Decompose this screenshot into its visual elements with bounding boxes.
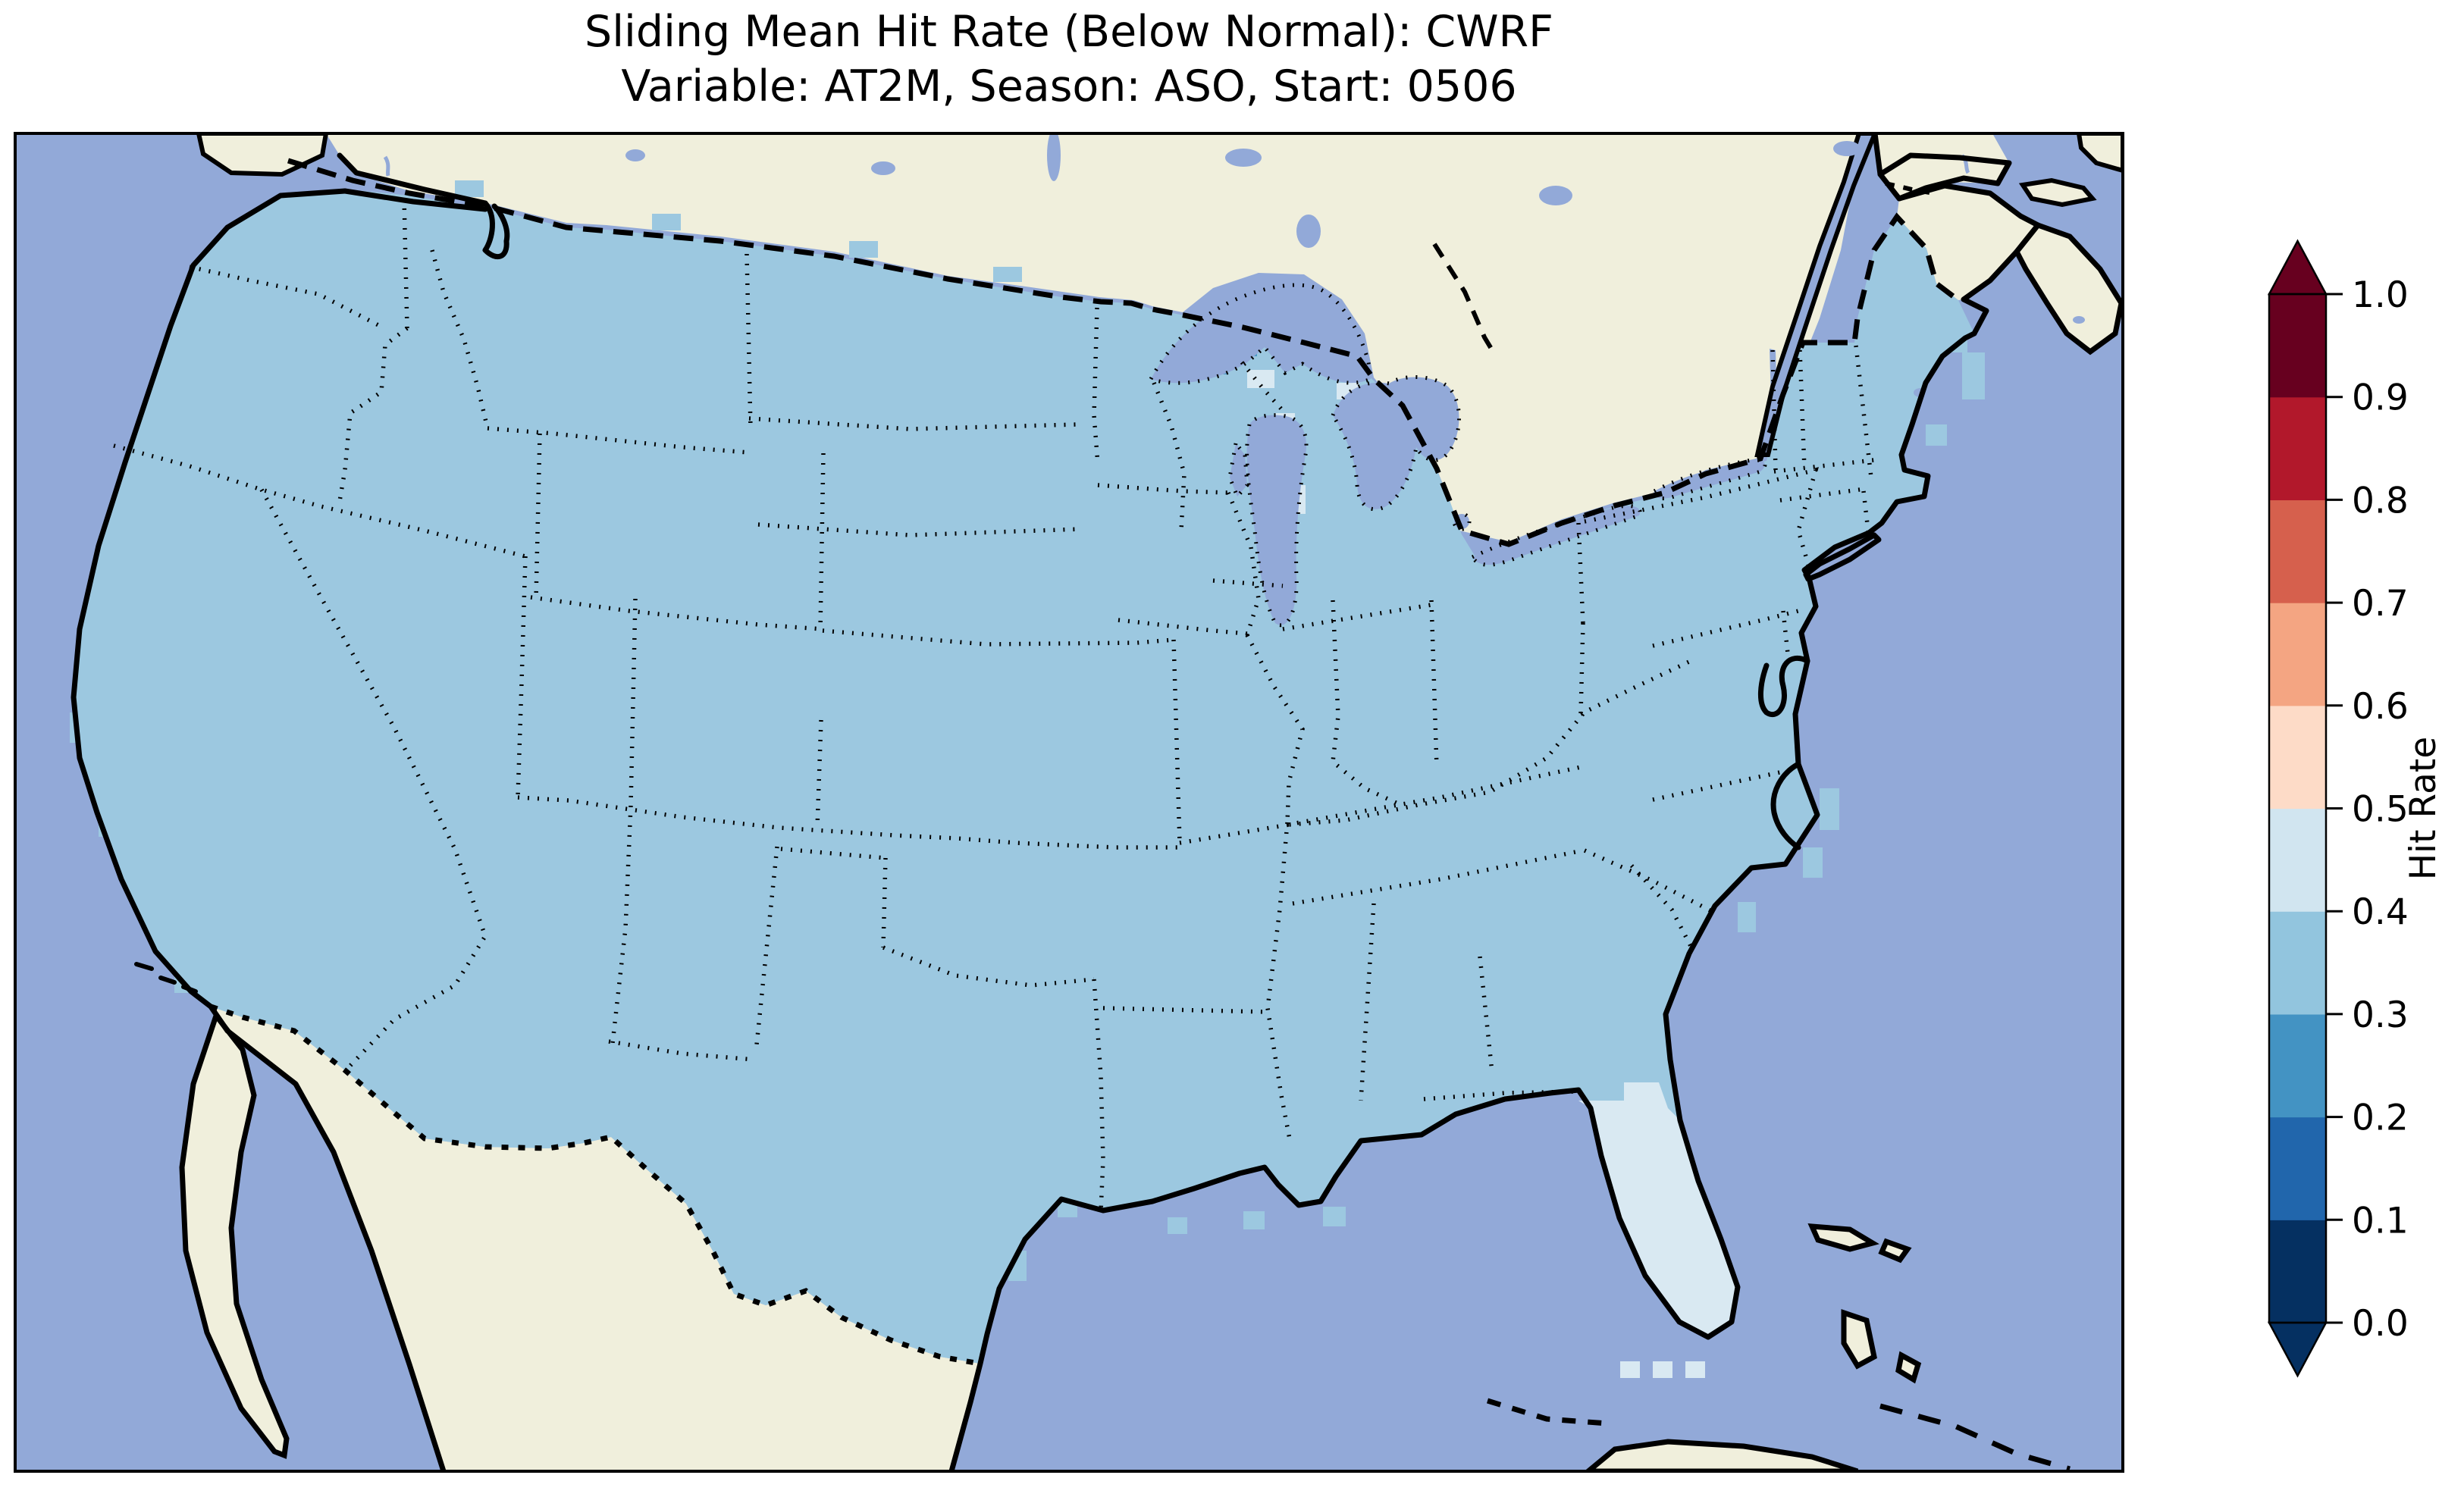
gaspe-coast bbox=[1877, 152, 2012, 202]
lake-ontario bbox=[1651, 458, 1767, 501]
st-lawrence-river bbox=[1754, 133, 1878, 457]
colorbar-tick-label: 0.6 bbox=[2352, 686, 2409, 728]
strait-north-shore bbox=[337, 152, 488, 206]
colorbar-segment bbox=[2269, 911, 2326, 1015]
nova-scotia bbox=[2013, 221, 2123, 355]
newfoundland-fragment bbox=[2076, 133, 2123, 174]
colorbar-tick-label: 0.0 bbox=[2352, 1303, 2409, 1345]
colorbar-segment bbox=[2269, 396, 2326, 500]
colorbar-segment bbox=[2269, 603, 2326, 706]
country-borders bbox=[209, 158, 1961, 1367]
islands-caribbean bbox=[1486, 1223, 2071, 1471]
long-island bbox=[1803, 532, 1882, 582]
us-data-fill bbox=[74, 189, 1974, 1364]
colorbar-tick-label: 0.9 bbox=[2352, 377, 2409, 419]
colorbar-tick-label: 0.5 bbox=[2352, 789, 2409, 831]
strait-south-shore bbox=[342, 188, 488, 212]
lake-erie bbox=[1469, 503, 1642, 567]
us-canada-border bbox=[287, 158, 1961, 547]
colorbar-segment bbox=[2269, 500, 2326, 603]
pacific-coast bbox=[71, 188, 447, 1471]
chesapeake-bay bbox=[1757, 655, 1810, 717]
colorbar-tick-label: 1.0 bbox=[2352, 274, 2409, 316]
colorbar-tick-label: 0.2 bbox=[2352, 1098, 2409, 1139]
colorbar-segment bbox=[2269, 808, 2326, 912]
colorbar-tick-label: 0.7 bbox=[2352, 583, 2409, 625]
colorbar-tick-label: 0.4 bbox=[2352, 891, 2409, 933]
canada-province-border bbox=[1432, 243, 1496, 354]
bahamas-andros bbox=[1841, 1309, 1877, 1370]
mexico-land bbox=[179, 1007, 980, 1471]
map-frame bbox=[14, 132, 2124, 1473]
bahamas-island bbox=[1807, 1223, 1879, 1252]
lake-michigan bbox=[1245, 413, 1309, 628]
bahamas-arc bbox=[1879, 1403, 2071, 1471]
green-bay bbox=[1227, 439, 1249, 500]
florida-keys bbox=[1486, 1398, 1608, 1427]
great-lakes bbox=[1148, 283, 1767, 628]
channel-islands bbox=[134, 962, 198, 994]
bahamas-island bbox=[1895, 1351, 1922, 1384]
colorbar-over-arrow bbox=[2267, 239, 2328, 296]
canada-province-border bbox=[1885, 181, 1930, 195]
colorbar-segment bbox=[2269, 1116, 2326, 1220]
figure-title: Sliding Mean Hit Rate (Below Normal): CW… bbox=[15, 5, 2123, 114]
maine-nb-coast bbox=[1872, 133, 2041, 337]
lake-superior bbox=[1148, 283, 1373, 385]
mexico-mainland bbox=[211, 1007, 980, 1471]
prince-edward-island bbox=[2018, 177, 2097, 208]
colorbar: 0.0 0.1 0.2 0.3 0.4 0.5 0.6 0.7 0.8 0.9 1.0 Hit Rat… bbox=[2229, 189, 2464, 1443]
colorbar-segment bbox=[2269, 1220, 2326, 1323]
title-line-1: Sliding Mean Hit Rate (Below Normal): CW… bbox=[585, 7, 1553, 57]
colorbar-svg: 0.0 0.1 0.2 0.3 0.4 0.5 0.6 0.7 0.8 0.9 1.0 Hit Rat… bbox=[2267, 239, 2444, 1378]
coastline bbox=[71, 133, 2041, 1471]
state-borders bbox=[113, 198, 1881, 1212]
colorbar-tick-label: 0.3 bbox=[2352, 994, 2409, 1036]
colorbar-segment bbox=[2269, 705, 2326, 810]
colorbar-segment bbox=[2269, 294, 2326, 398]
bahamas-island bbox=[1878, 1238, 1912, 1264]
colorbar-segment bbox=[2269, 1013, 2326, 1118]
outer-banks bbox=[1770, 761, 1801, 850]
colorbar-under-arrow bbox=[2267, 1321, 2328, 1378]
atlantic-gulf-coast bbox=[948, 330, 1977, 1471]
florida-keys-cells bbox=[1620, 1361, 1705, 1378]
bc-river bbox=[383, 155, 390, 177]
colorbar-tick-label: 0.8 bbox=[2352, 480, 2409, 521]
lake-huron bbox=[1331, 375, 1461, 512]
canada-mainland bbox=[326, 133, 1859, 542]
baja-california bbox=[179, 1010, 290, 1459]
colorbar-tick-label: 0.1 bbox=[2352, 1200, 2409, 1242]
new-brunswick bbox=[1897, 186, 2038, 300]
cuba bbox=[1584, 1439, 1859, 1471]
florida-data-fill bbox=[1578, 1082, 1738, 1337]
title-line-2: Variable: AT2M, Season: ASO, Start: 0506 bbox=[621, 61, 1517, 111]
colorbar-axis-label: Hit Rate bbox=[2403, 737, 2444, 881]
puget-sound bbox=[482, 200, 510, 260]
